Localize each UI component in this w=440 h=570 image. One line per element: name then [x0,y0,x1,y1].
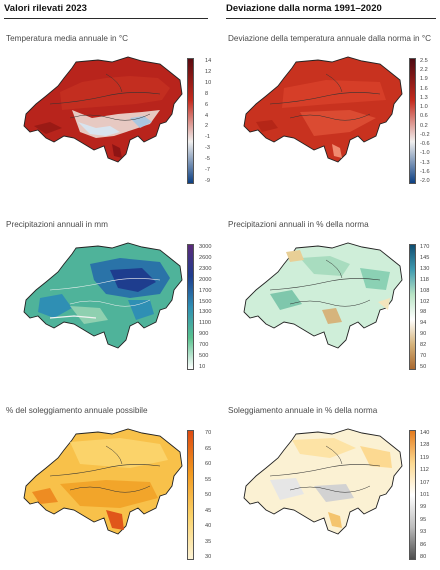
ticks-annual-precipitation: 3000 2600 2300 2000 1700 1500 1300 1100 900 700 50… [199,244,221,370]
colorbar-tick-label: 12 [205,68,212,75]
colorbar-tick-label: 2.5 [420,58,428,64]
colorbar-tick-label: 1700 [199,287,212,294]
colorbar-tick-label: 130 [420,265,430,272]
colorbar-tick-label: 99 [420,504,427,511]
colorbar-tick-label: 700 [199,342,209,349]
colorbar-tick-label: 10 [199,364,206,370]
colorbar-sunshine-possible [187,430,194,560]
caption-sunshine-percent-norm: Soleggiamento annuale in % della norma [228,406,378,415]
colorbar-tick-label: -7 [205,167,210,174]
colorbar-tick-label: -2.0 [420,178,430,184]
colorbar-tick-label: 112 [420,467,429,474]
colorbar-tick-label: 107 [420,479,430,486]
caption-temperature-deviation: Deviazione della temperatura annuale dal… [228,34,432,43]
ticks-precipitation-percent-norm: 170 145 130 118 108 102 98 94 90 82 70 50 [420,244,440,370]
colorbar-tick-label: 6 [205,101,209,108]
colorbar-tick-label: 80 [420,554,427,560]
colorbar-tick-label: 95 [420,516,427,523]
colorbar-tick-label: 30 [205,554,212,560]
colorbar-tick-label: 128 [420,442,430,449]
colorbar-tick-label: 86 [420,541,427,548]
colorbar-tick-label: 90 [420,331,427,338]
colorbar-temperature-deviation [409,58,416,184]
caption-sunshine-possible: % del soleggiamento annuale possibile [6,406,148,415]
colorbar-tick-label: 70 [420,353,427,360]
colorbar-tick-label: 3000 [199,244,212,250]
colorbar-tick-label: 0.2 [420,122,428,129]
colorbar-annual-temperature [187,58,194,184]
colorbar-tick-label: 93 [420,529,427,536]
ticks-sunshine-percent-norm: 140 128 119 112 107 101 99 95 93 86 80 [420,430,440,560]
caption-annual-precipitation: Precipitazioni annuali in mm [6,220,108,229]
colorbar-tick-label: 82 [420,342,427,349]
colorbar-tick-label: 108 [420,287,430,294]
colorbar-tick-label: 102 [420,298,430,305]
colorbar-tick-label: 8 [205,90,209,97]
map-annual-precipitation [23,242,183,349]
caption-precipitation-percent-norm: Precipitazioni annuali in % della norma [228,220,369,229]
colorbar-tick-label: 60 [205,461,212,467]
switzerland-outline [23,56,183,163]
colorbar-tick-label: 2300 [199,265,212,272]
colorbar-tick-label: 145 [420,254,430,261]
colorbar-tick-label: 1.9 [420,76,428,83]
column-header-right: Deviazione dalla norma 1991–2020 [226,0,436,19]
colorbar-tick-label: -0.6 [420,141,430,148]
colorbar-tick-label: 2.2 [420,67,428,74]
column-header-left: Valori rilevati 2023 [4,0,208,19]
colorbar-tick-label: 65 [205,445,212,452]
colorbar-tick-label: 70 [205,430,212,436]
map-annual-temperature [23,56,183,163]
colorbar-precipitation-percent-norm [409,244,416,370]
colorbar-tick-label: 14 [205,58,212,64]
colorbar-tick-label: -3 [205,145,210,152]
colorbar-tick-label: 1.0 [420,104,428,111]
colorbar-annual-precipitation [187,244,194,370]
colorbar-tick-label: 1500 [199,298,212,305]
ticks-sunshine-possible: 70 65 60 55 50 45 40 35 30 [205,430,227,560]
ticks-temperature-deviation: 2.5 2.2 1.9 1.6 1.3 1.0 0.6 0.2 -0.2 -0.6 -1.0 -1.3… [420,58,440,184]
caption-annual-temperature: Temperatura media annuale in °C [6,34,129,43]
colorbar-tick-label: -9 [205,178,210,184]
colorbar-tick-label: 1100 [199,320,212,327]
colorbar-tick-label: 900 [199,331,209,338]
colorbar-tick-label: 55 [205,476,212,483]
colorbar-sunshine-percent-norm [409,430,416,560]
colorbar-tick-label: 45 [205,507,212,514]
map-temperature-deviation [243,56,403,163]
colorbar-tick-label: -5 [205,156,210,163]
colorbar-tick-label: 101 [420,492,430,498]
colorbar-tick-label: 170 [420,244,430,250]
colorbar-tick-label: 0.6 [420,113,428,120]
colorbar-tick-label: 1300 [199,309,212,316]
colorbar-tick-label: 35 [205,538,212,545]
colorbar-tick-label: 1.3 [420,94,428,101]
colorbar-tick-label: -1.0 [420,150,430,157]
colorbar-tick-label: 50 [205,492,212,498]
colorbar-tick-label: 40 [205,523,212,529]
colorbar-tick-label: -1.6 [420,168,430,175]
colorbar-tick-label: 94 [420,320,427,327]
ticks-annual-temperature: 14 12 10 8 6 4 2 -1 -3 -5 -7 -9 [205,58,227,184]
colorbar-tick-label: 10 [205,79,212,86]
colorbar-tick-label: 2600 [199,254,212,261]
colorbar-tick-label: 119 [420,454,429,461]
colorbar-tick-label: 4 [205,112,209,119]
map-sunshine-percent-norm [243,428,403,535]
colorbar-tick-label: 2 [205,123,209,130]
map-precipitation-percent-norm [243,242,403,349]
colorbar-tick-label: 50 [420,364,427,370]
colorbar-tick-label: 500 [199,353,209,360]
colorbar-tick-label: -1.3 [420,159,430,166]
colorbar-tick-label: -0.2 [420,131,430,138]
colorbar-tick-label: 118 [420,276,429,283]
colorbar-tick-label: 2000 [199,276,212,283]
map-sunshine-possible [23,428,183,535]
colorbar-tick-label: -1 [205,134,210,141]
colorbar-tick-label: 98 [420,309,427,316]
colorbar-tick-label: 1.6 [420,85,428,92]
colorbar-tick-label: 140 [420,430,430,436]
